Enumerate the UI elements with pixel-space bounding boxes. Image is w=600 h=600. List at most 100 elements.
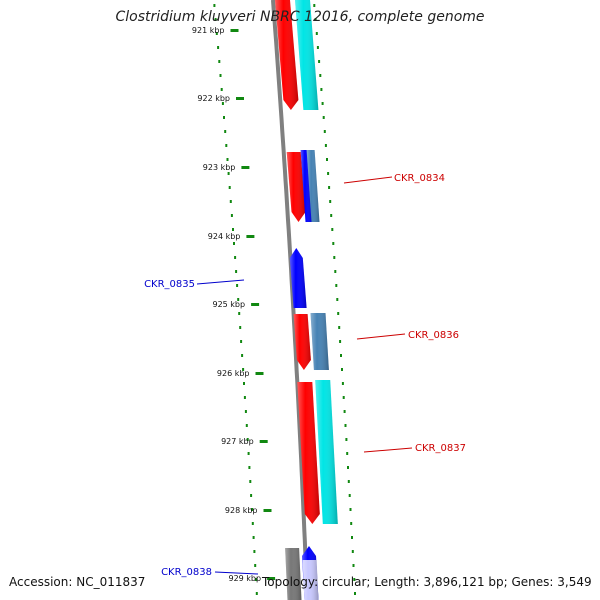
cds-arrow-ckr-0836[interactable] (293, 314, 311, 370)
left-track-dot (243, 382, 245, 385)
gene-label-leader (363, 447, 413, 453)
right-track-dot (327, 172, 330, 175)
right-track-dot (347, 466, 349, 469)
left-track-dot (213, 4, 216, 7)
left-track-dot (225, 144, 228, 147)
scale-tick-label: 929 kbp (228, 574, 261, 583)
right-track-dot (313, 4, 316, 7)
left-track-dot (227, 172, 230, 175)
right-track-dot (348, 494, 351, 497)
right-track-dot (332, 242, 335, 245)
left-track-dot (234, 256, 237, 259)
backbone-line (271, 0, 310, 600)
right-track-dot (354, 592, 356, 595)
gene-label-leader (356, 333, 406, 340)
left-track-dot (250, 494, 253, 497)
left-track-dot (236, 284, 239, 287)
gene-label[interactable]: CKR_0834 (394, 173, 445, 184)
map-title: Clostridium kluyveri NBRC 12016, complet… (115, 9, 485, 25)
right-track-dot (326, 158, 328, 161)
annotation-block[interactable] (295, 0, 319, 110)
right-track-dot (342, 396, 345, 399)
right-track-dot (336, 298, 339, 301)
right-track-dot (316, 46, 319, 49)
cds-block-ckr-0834-reverse[interactable] (300, 150, 313, 222)
gene-label-leader (343, 176, 393, 184)
left-track-dot (221, 102, 224, 105)
right-track-dot (345, 438, 348, 441)
gene-label-leader (196, 279, 245, 285)
left-track-dot (251, 508, 253, 511)
scale-tick-label: 928 kbp (225, 506, 258, 515)
right-track-dot (320, 88, 323, 91)
right-track-dot (343, 410, 346, 413)
cds-arrow-ckr-0837[interactable] (297, 382, 320, 524)
right-track-dot (323, 130, 326, 133)
cds-arrow-ckr-0835[interactable] (289, 248, 307, 308)
gene-label[interactable]: CKR_0835 (144, 279, 195, 290)
left-track-dot (218, 60, 221, 63)
gene-label[interactable]: CKR_0838 (161, 567, 212, 578)
left-track-dot (224, 130, 227, 133)
right-track-dot (333, 256, 336, 259)
left-track-dot (238, 312, 241, 315)
left-track-dot (240, 340, 243, 343)
left-track-dot (253, 550, 256, 553)
left-track-dot (245, 424, 248, 427)
other-feature-block[interactable] (285, 548, 302, 600)
left-track-dot (239, 326, 242, 329)
left-track-dot (235, 270, 238, 273)
right-track-dot (341, 382, 344, 385)
scale-tick-mark (236, 97, 244, 100)
genome-backbone (271, 0, 310, 600)
left-track-dot (252, 536, 255, 539)
right-track-dot (322, 116, 325, 119)
left-track-dot (228, 186, 231, 189)
right-track-dot (314, 18, 317, 21)
left-track-dot (220, 88, 223, 91)
scale-tick-mark (241, 166, 250, 169)
left-track-dot (229, 200, 232, 203)
accession-text: Accession: NC_011837 (9, 575, 146, 589)
right-track-dot (318, 60, 321, 63)
right-track-dot (337, 312, 340, 315)
feature-tracks[interactable] (275, 0, 338, 600)
left-track-dot (254, 564, 257, 567)
cds-arrow[interactable] (275, 0, 299, 110)
left-track-dot (223, 116, 225, 119)
annotation-block-ckr-0837[interactable] (315, 380, 338, 524)
scale-tick-mark (255, 372, 264, 375)
annotation-block-ckr-0836[interactable] (310, 313, 329, 370)
scale-tick-mark (267, 577, 276, 580)
right-track-dot (328, 186, 331, 189)
right-track-dot (344, 424, 347, 427)
annotation-block-ckr-0838[interactable] (302, 560, 319, 600)
left-track-dot (255, 592, 258, 595)
gc-dotted-tracks (213, 4, 356, 595)
right-track-dot (347, 480, 350, 483)
right-track-dot (341, 368, 343, 371)
left-track-dot (247, 452, 250, 455)
scale-tick-mark (230, 29, 239, 32)
right-track-dot (339, 340, 342, 343)
gene-label[interactable]: CKR_0837 (415, 443, 466, 454)
left-track-dot (246, 438, 249, 441)
right-track-dot (331, 228, 334, 231)
annotation-block-ckr-0834[interactable] (306, 150, 320, 222)
right-track-dot (321, 102, 324, 105)
cds-arrow-ckr-0834[interactable] (286, 152, 306, 222)
left-track-dot (232, 228, 234, 231)
scale-tick-label: 925 kbp (212, 300, 245, 309)
gene-labels[interactable]: CKR_0834 CKR_0835 CKR_0836 CKR_0837 CKR_0838 (144, 173, 466, 578)
scale-ticks: 921 kbp 922 kbp 923 kbp 924 kbp 925 kbp 926 k… (192, 26, 276, 583)
left-track-dot (244, 410, 247, 413)
scale-tick-mark (246, 235, 255, 238)
right-track-dot (324, 144, 327, 147)
scale-tick-label: 926 kbp (217, 369, 250, 378)
gene-label[interactable]: CKR_0836 (408, 330, 459, 341)
left-track-dot (251, 522, 254, 525)
scale-tick-label: 927 kbp (221, 437, 254, 446)
right-track-dot (329, 200, 332, 203)
scale-tick-label: 923 kbp (203, 163, 236, 172)
